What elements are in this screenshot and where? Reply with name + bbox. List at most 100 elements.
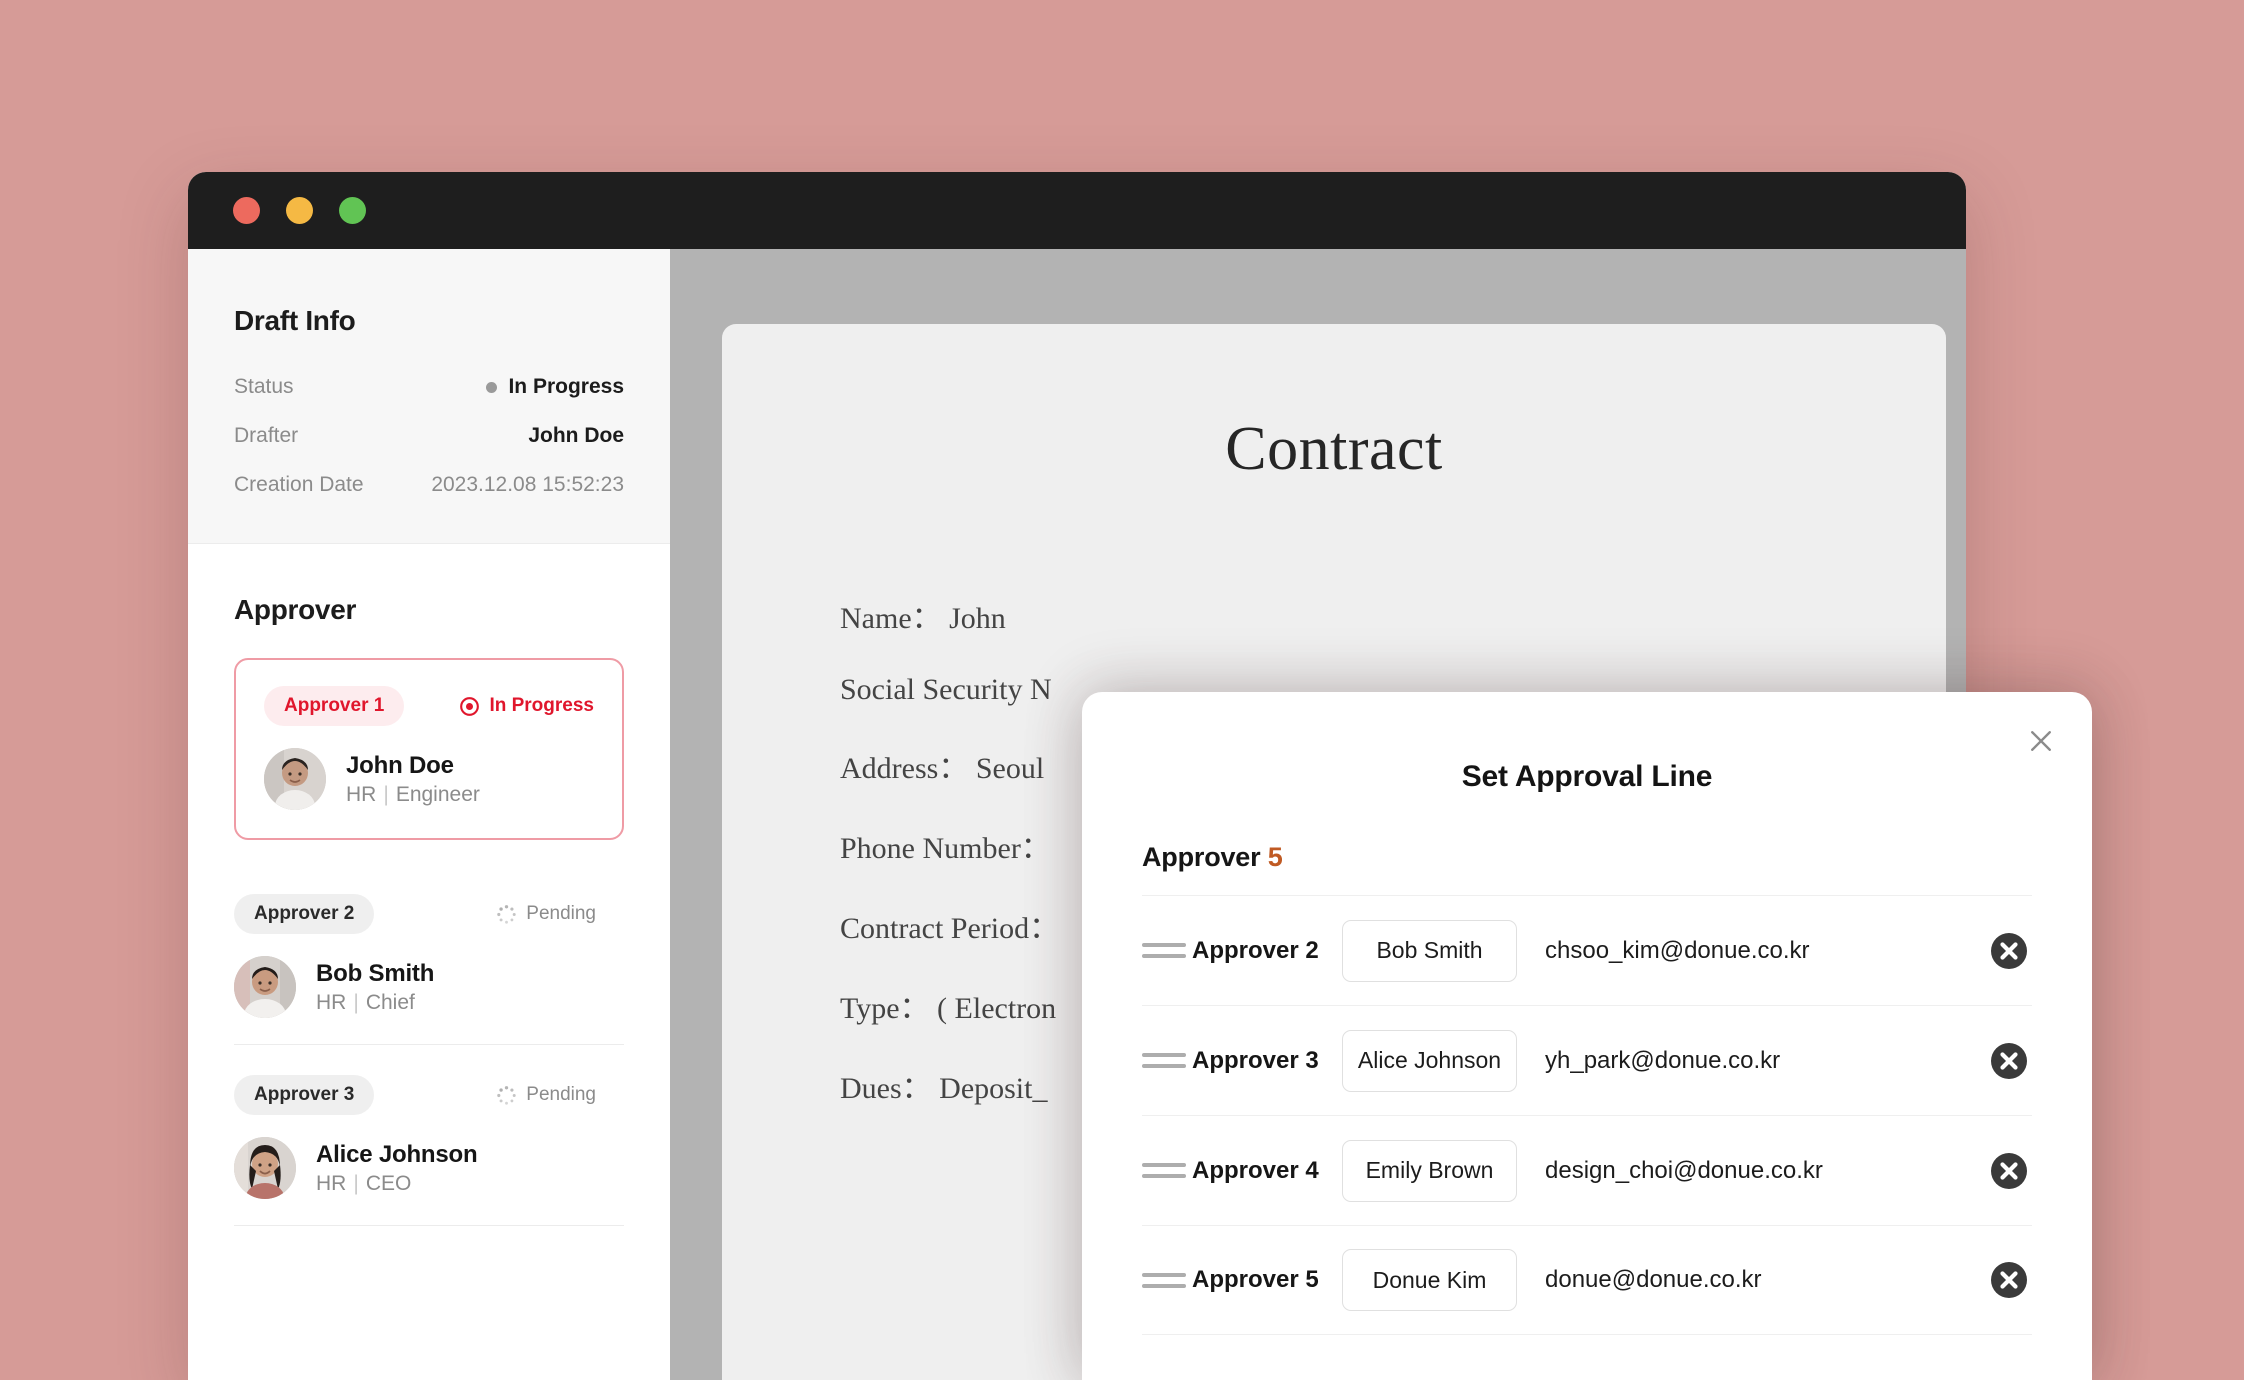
- approver-name-input[interactable]: Emily Brown: [1342, 1139, 1517, 1202]
- approver-card-3-badge: Approver 3: [234, 1075, 375, 1115]
- approver-panel-title: Approver: [234, 594, 357, 625]
- approver-card-2-name: Bob Smith: [316, 959, 435, 987]
- approver-card-2-dept: HR: [316, 990, 347, 1014]
- approver-row: Approver 3 Alice Johnson yh_park@donue.c…: [1142, 1005, 2032, 1115]
- approver-card-1-badge: Approver 1: [264, 686, 405, 726]
- remove-approver-button[interactable]: [1986, 928, 2032, 974]
- approver-row-email: chsoo_kim@donue.co.kr: [1545, 936, 1810, 964]
- window-maximize-button[interactable]: [339, 197, 366, 224]
- draft-info-label-creation-date: Creation Date: [234, 473, 364, 496]
- draft-info-label-status: Status: [234, 375, 294, 398]
- approver-count-value: 5: [1267, 842, 1283, 872]
- drag-handle-icon[interactable]: [1142, 943, 1186, 958]
- approver-card-3-name: Alice Johnson: [316, 1140, 478, 1168]
- approver-card-2-header: Approver 2: [234, 894, 596, 934]
- approver-card-2-person-text: Bob Smith HR | Chief: [316, 960, 434, 1015]
- approver-card-3-person-text: Alice Johnson HR | CEO: [316, 1140, 478, 1196]
- draft-info-value-status: In Progress: [508, 375, 624, 398]
- avatar: [234, 1137, 296, 1199]
- remove-approver-button[interactable]: [1986, 1257, 2032, 1303]
- approver-card-1[interactable]: Approver 1 In Progress: [234, 658, 624, 840]
- draft-info-value-drafter: John Doe: [528, 424, 624, 447]
- approver-card-1-person-text: John Doe HR | Engineer: [346, 752, 480, 807]
- approver-card-2-status-label: Pending: [526, 903, 596, 924]
- approver-card-2-person: Bob Smith HR | Chief: [234, 956, 596, 1018]
- contract-field-address: Address： Seoul: [840, 752, 1045, 785]
- approver-count-label: Approver: [1142, 842, 1261, 872]
- approver-card-3-wrap: Approver 3: [234, 1045, 624, 1226]
- close-circle-icon: [1991, 1152, 2027, 1189]
- approver-card-1-status: In Progress: [459, 695, 594, 717]
- drag-handle-icon[interactable]: [1142, 1053, 1186, 1068]
- spinner-icon: [497, 904, 516, 924]
- set-approval-line-modal: Set Approval Line Approver 5 Approver 2 …: [1082, 692, 2092, 1380]
- contract-title: Contract: [1225, 415, 1443, 483]
- spinner-icon: [497, 1085, 516, 1105]
- contract-field-name: Name： John: [840, 602, 1006, 635]
- drag-handle-icon[interactable]: [1142, 1163, 1186, 1178]
- contract-field-ssn: Social Security N: [840, 673, 1052, 706]
- close-button[interactable]: [2018, 718, 2064, 764]
- approver-card-3-person: Alice Johnson HR | CEO: [234, 1137, 596, 1199]
- approver-name-input[interactable]: Alice Johnson: [1342, 1029, 1517, 1092]
- drag-handle-icon[interactable]: [1142, 1272, 1186, 1288]
- approver-row-email: yh_park@donue.co.kr: [1545, 1046, 1781, 1074]
- approver-card-3-role: CEO: [365, 1171, 412, 1195]
- approver-row: Approver 4 Emily Brown design_choi@donue…: [1142, 1115, 2032, 1225]
- draft-info-rows: Status In Progress Drafter John Doe Crea…: [234, 375, 624, 497]
- draft-info-row-status: Status In Progress: [234, 375, 624, 399]
- approver-card-3-meta: HR | CEO: [316, 1172, 477, 1196]
- approver-card-1-header: Approver 1 In Progress: [264, 686, 594, 726]
- contract-field-period: Contract Period：: [840, 912, 1060, 945]
- close-icon: [2031, 731, 2051, 751]
- remove-approver-button[interactable]: [1986, 1148, 2032, 1194]
- window-close-button[interactable]: [233, 197, 260, 224]
- meta-separator: |: [353, 990, 359, 1014]
- approver-card-1-name: John Doe: [346, 751, 454, 779]
- approver-card-3-header: Approver 3: [234, 1075, 596, 1115]
- draft-status-value-wrap: In Progress: [486, 375, 624, 399]
- approver-row-label: Approver 5: [1192, 1266, 1319, 1293]
- close-circle-icon: [1991, 1042, 2027, 1079]
- approver-row: Approver 2 Bob Smith chsoo_kim@donue.co.…: [1142, 895, 2032, 1005]
- approver-card-2-meta: HR | Chief: [316, 991, 434, 1015]
- window-titlebar: [188, 172, 1966, 249]
- draft-info-label-drafter: Drafter: [234, 424, 299, 447]
- approver-card-1-person: John Doe HR | Engineer: [264, 748, 594, 810]
- approver-card-2[interactable]: Approver 2: [234, 894, 624, 1045]
- window-minimize-button[interactable]: [286, 197, 313, 224]
- modal-title: Set Approval Line: [1461, 760, 1713, 793]
- draft-info-row-creation-date: Creation Date 2023.12.08 15:52:23: [234, 473, 624, 497]
- approver-card-1-dept: HR: [346, 782, 377, 806]
- approver-rows: Approver 2 Bob Smith chsoo_kim@donue.co.…: [1082, 895, 2092, 1335]
- approver-card-3-status: Pending: [496, 1084, 596, 1106]
- approver-row-email: donue@donue.co.kr: [1545, 1266, 1762, 1293]
- close-circle-icon: [1991, 1262, 2027, 1298]
- approver-count-heading: Approver 5: [1142, 842, 2092, 873]
- approver-row-label: Approver 2: [1192, 936, 1319, 964]
- approver-row-label: Approver 3: [1192, 1046, 1319, 1074]
- avatar-photo: [234, 1137, 296, 1199]
- approver-name-input[interactable]: Bob Smith: [1342, 919, 1517, 982]
- approver-card-1-role: Engineer: [395, 782, 480, 806]
- remove-approver-button[interactable]: [1986, 1038, 2032, 1084]
- approver-card-1-status-label: In Progress: [489, 695, 594, 716]
- avatar: [264, 748, 326, 810]
- contract-fields: Name： John Social Security N Address： Se…: [722, 593, 1946, 1107]
- meta-separator: |: [383, 782, 389, 806]
- approver-row-email: design_choi@donue.co.kr: [1545, 1156, 1823, 1184]
- target-icon: [460, 696, 480, 716]
- close-circle-icon: [1991, 932, 2027, 969]
- meta-separator: |: [353, 1171, 359, 1195]
- approver-card-3[interactable]: Approver 3: [234, 1075, 624, 1226]
- approver-card-2-badge: Approver 2: [234, 894, 375, 934]
- approver-card-2-status: Pending: [496, 903, 596, 925]
- approver-panel: Approver Approver 1 In Progress: [188, 544, 670, 1380]
- sidebar: Draft Info Status In Progress Drafter Jo…: [188, 249, 670, 1380]
- approver-name-input[interactable]: Donue Kim: [1342, 1249, 1517, 1311]
- approver-card-1-meta: HR | Engineer: [346, 783, 480, 807]
- draft-info-panel: Draft Info Status In Progress Drafter Jo…: [188, 249, 670, 544]
- approver-card-3-status-label: Pending: [526, 1084, 596, 1105]
- contract-field-dues: Dues： Deposit_: [840, 1072, 1048, 1105]
- avatar-photo: [264, 748, 326, 810]
